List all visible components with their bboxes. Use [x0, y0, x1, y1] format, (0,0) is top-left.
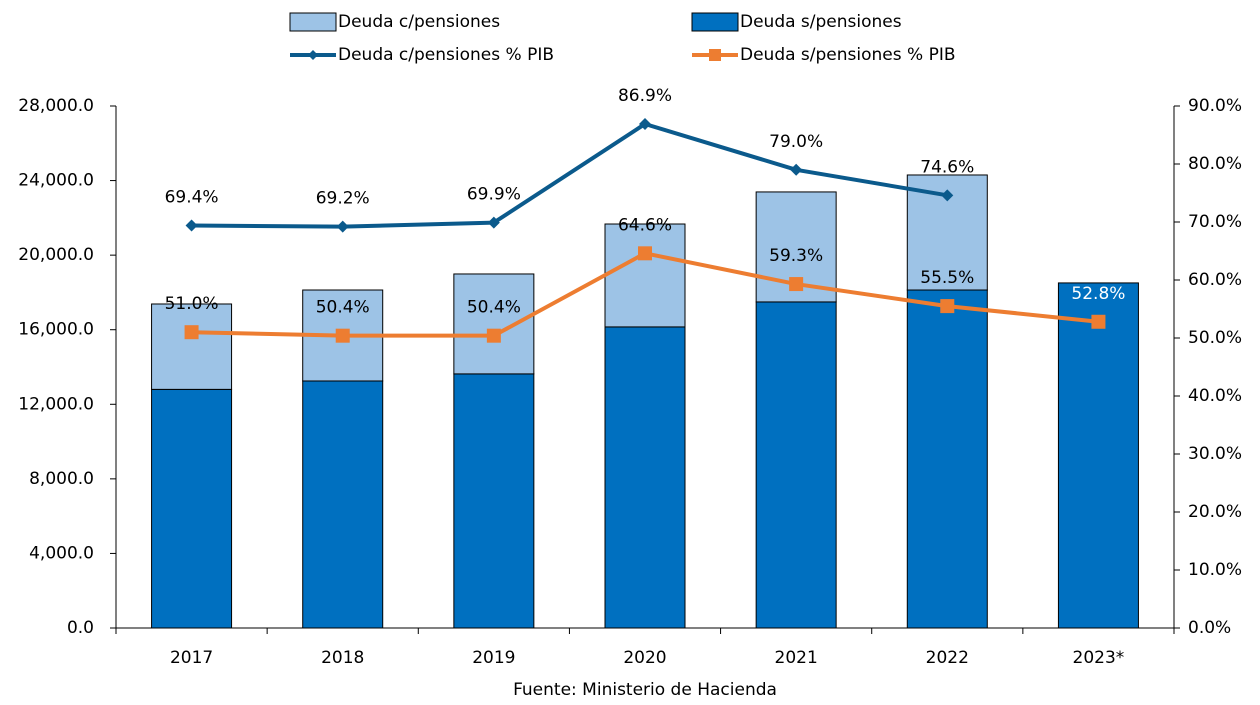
legend-marker: [709, 49, 721, 61]
y2-tick-label: 30.0%: [1188, 444, 1242, 464]
legend-swatch: [691, 12, 739, 32]
y-tick-label: 4,000.0: [29, 543, 94, 563]
y-tick-label: 0.0: [67, 618, 94, 638]
data-label: 74.6%: [920, 157, 974, 177]
y2-tick-label: 70.0%: [1188, 212, 1242, 232]
data-label: 52.8%: [1071, 284, 1125, 304]
y2-tick-label: 90.0%: [1188, 96, 1242, 116]
x-tick-label: 2020: [623, 648, 666, 668]
bar-segment: [453, 273, 535, 375]
legend-label: Deuda c/pensiones: [338, 12, 500, 32]
line-marker: [184, 325, 199, 340]
x-tick-label: 2017: [170, 648, 213, 668]
y2-tick-label: 10.0%: [1188, 560, 1242, 580]
x-tick-label: 2021: [775, 648, 818, 668]
bar-segment: [151, 303, 233, 390]
legend-label: Deuda c/pensiones % PIB: [338, 45, 554, 65]
line-marker: [336, 220, 349, 233]
data-label: 79.0%: [769, 132, 823, 152]
data-label: 51.0%: [165, 294, 219, 314]
bar-segment: [453, 373, 535, 629]
line: [191, 121, 948, 229]
line-marker: [1091, 314, 1106, 329]
legend-swatch: [289, 12, 337, 32]
x-tick-label: 2023*: [1073, 648, 1125, 668]
y2-tick-label: 60.0%: [1188, 270, 1242, 290]
bar-segment: [906, 289, 988, 629]
data-label: 50.4%: [467, 298, 521, 318]
data-label: 55.5%: [920, 268, 974, 288]
y-tick-label: 12,000.0: [18, 394, 94, 414]
bar-segment: [604, 223, 686, 328]
y2-tick-label: 0.0%: [1188, 618, 1231, 638]
y-tick-label: 28,000.0: [18, 96, 94, 116]
line-marker: [185, 219, 198, 232]
x-tick-label: 2019: [472, 648, 515, 668]
data-label: 59.3%: [769, 246, 823, 266]
bar-segment: [755, 301, 837, 629]
line-marker: [486, 328, 501, 343]
line-marker: [941, 189, 954, 202]
legend-marker: [308, 50, 318, 60]
legend-label: Deuda s/pensiones: [740, 12, 902, 32]
line-marker: [639, 117, 651, 130]
line-marker: [638, 246, 652, 261]
data-label: 64.6%: [618, 215, 672, 235]
data-label: 69.9%: [467, 185, 521, 205]
legend-label: Deuda s/pensiones % PIB: [740, 45, 956, 65]
data-label: 50.4%: [316, 298, 370, 318]
bar-segment: [1057, 282, 1139, 629]
line-marker: [789, 277, 804, 292]
y-tick-label: 8,000.0: [29, 469, 94, 489]
y-tick-label: 16,000.0: [18, 320, 94, 340]
source-note: Fuente: Ministerio de Hacienda: [513, 680, 777, 700]
bar-segment: [604, 326, 686, 629]
y2-tick-label: 50.0%: [1188, 328, 1242, 348]
line-marker: [790, 163, 803, 176]
line-marker: [335, 328, 350, 343]
y-tick-label: 24,000.0: [18, 171, 94, 191]
y2-tick-label: 20.0%: [1188, 502, 1242, 522]
data-label: 86.9%: [618, 86, 672, 106]
data-label: 69.4%: [165, 187, 219, 207]
y2-tick-label: 80.0%: [1188, 154, 1242, 174]
x-tick-label: 2018: [321, 648, 364, 668]
y2-tick-label: 40.0%: [1188, 386, 1242, 406]
line-marker: [487, 216, 500, 229]
bar-segment: [302, 380, 384, 629]
y-tick-label: 20,000.0: [18, 245, 94, 265]
data-label: 69.2%: [316, 189, 370, 209]
x-tick-label: 2022: [926, 648, 969, 668]
bar-segment: [151, 388, 233, 629]
line-marker: [940, 299, 955, 314]
